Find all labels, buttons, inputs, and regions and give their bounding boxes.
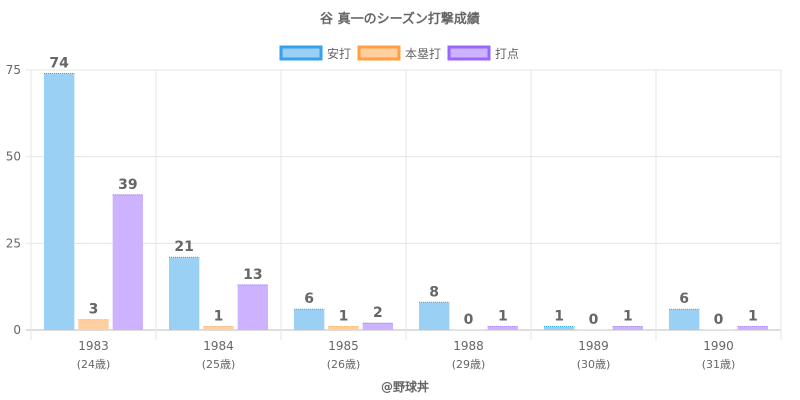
x-tick-label: 1988 xyxy=(453,339,484,353)
x-tick-label: 1983 xyxy=(78,339,109,353)
legend-label: 打点 xyxy=(495,47,519,61)
bar xyxy=(44,73,75,330)
data-label: 6 xyxy=(679,291,689,307)
data-label: 21 xyxy=(174,239,193,255)
x-tick-sublabel: (26歳) xyxy=(327,358,361,371)
x-tick-sublabel: (29歳) xyxy=(452,358,486,371)
bar xyxy=(703,329,734,330)
bar xyxy=(203,326,234,330)
x-tick-label: 1990 xyxy=(703,339,734,353)
bar xyxy=(487,326,518,330)
grid xyxy=(26,69,782,340)
data-label: 2 xyxy=(373,305,383,321)
legend-swatch xyxy=(357,45,401,61)
data-label: 6 xyxy=(304,291,314,307)
legend-swatch xyxy=(447,45,491,61)
data-label: 1 xyxy=(554,309,564,325)
data-label: 8 xyxy=(429,284,439,300)
data-labels: 74 3 39 21 1 13 6 1 2 8 0 1 1 0 1 6 0 1 xyxy=(49,55,757,328)
data-label: 1 xyxy=(748,309,758,325)
bar xyxy=(294,309,325,330)
bars xyxy=(44,72,768,330)
x-tick-label: 1984 xyxy=(203,339,234,353)
data-label: 1 xyxy=(339,309,349,325)
bar xyxy=(737,326,768,330)
bar xyxy=(112,194,143,330)
bar xyxy=(328,326,359,330)
legend: 安打 本塁打 打点 xyxy=(279,45,519,61)
data-label: 74 xyxy=(49,55,69,71)
bar xyxy=(612,326,643,330)
y-tick-label: 75 xyxy=(6,63,21,77)
bar xyxy=(453,329,484,330)
legend-label: 本塁打 xyxy=(405,47,441,61)
data-label: 0 xyxy=(589,312,599,328)
bar xyxy=(578,329,609,330)
bar xyxy=(362,323,393,330)
legend-swatch xyxy=(279,45,323,61)
chart-title: 谷 真一のシーズン打撃成績 xyxy=(320,11,480,27)
y-tick-label: 25 xyxy=(6,236,21,250)
bar xyxy=(169,257,200,330)
y-tick-label: 50 xyxy=(6,150,21,164)
data-label: 13 xyxy=(243,267,262,283)
bar xyxy=(237,284,268,330)
data-label: 3 xyxy=(89,302,99,318)
data-label: 0 xyxy=(464,312,474,328)
bar xyxy=(419,302,450,330)
data-label: 1 xyxy=(214,309,224,325)
data-label: 39 xyxy=(118,177,137,193)
x-tick-sublabel: (24歳) xyxy=(77,358,111,371)
y-tick-label: 0 xyxy=(13,323,21,337)
bar xyxy=(78,319,109,330)
data-label: 0 xyxy=(714,312,724,328)
legend-label: 安打 xyxy=(327,46,351,61)
x-tick-sublabel: (31歳) xyxy=(702,358,736,371)
x-tick-label: 1989 xyxy=(578,339,609,353)
data-label: 1 xyxy=(498,309,508,325)
x-tick-label: 1985 xyxy=(328,339,359,353)
bar xyxy=(544,326,575,330)
credit-label: @野球丼 xyxy=(381,379,429,394)
axes: 0 25 50 75 1983 (24歳) 1984 (25歳) 1985 (26歳) 1988 (2… xyxy=(6,63,736,371)
bar xyxy=(669,309,700,330)
x-tick-sublabel: (25歳) xyxy=(202,358,236,371)
data-label: 1 xyxy=(623,309,633,325)
x-tick-sublabel: (30歳) xyxy=(577,358,611,371)
